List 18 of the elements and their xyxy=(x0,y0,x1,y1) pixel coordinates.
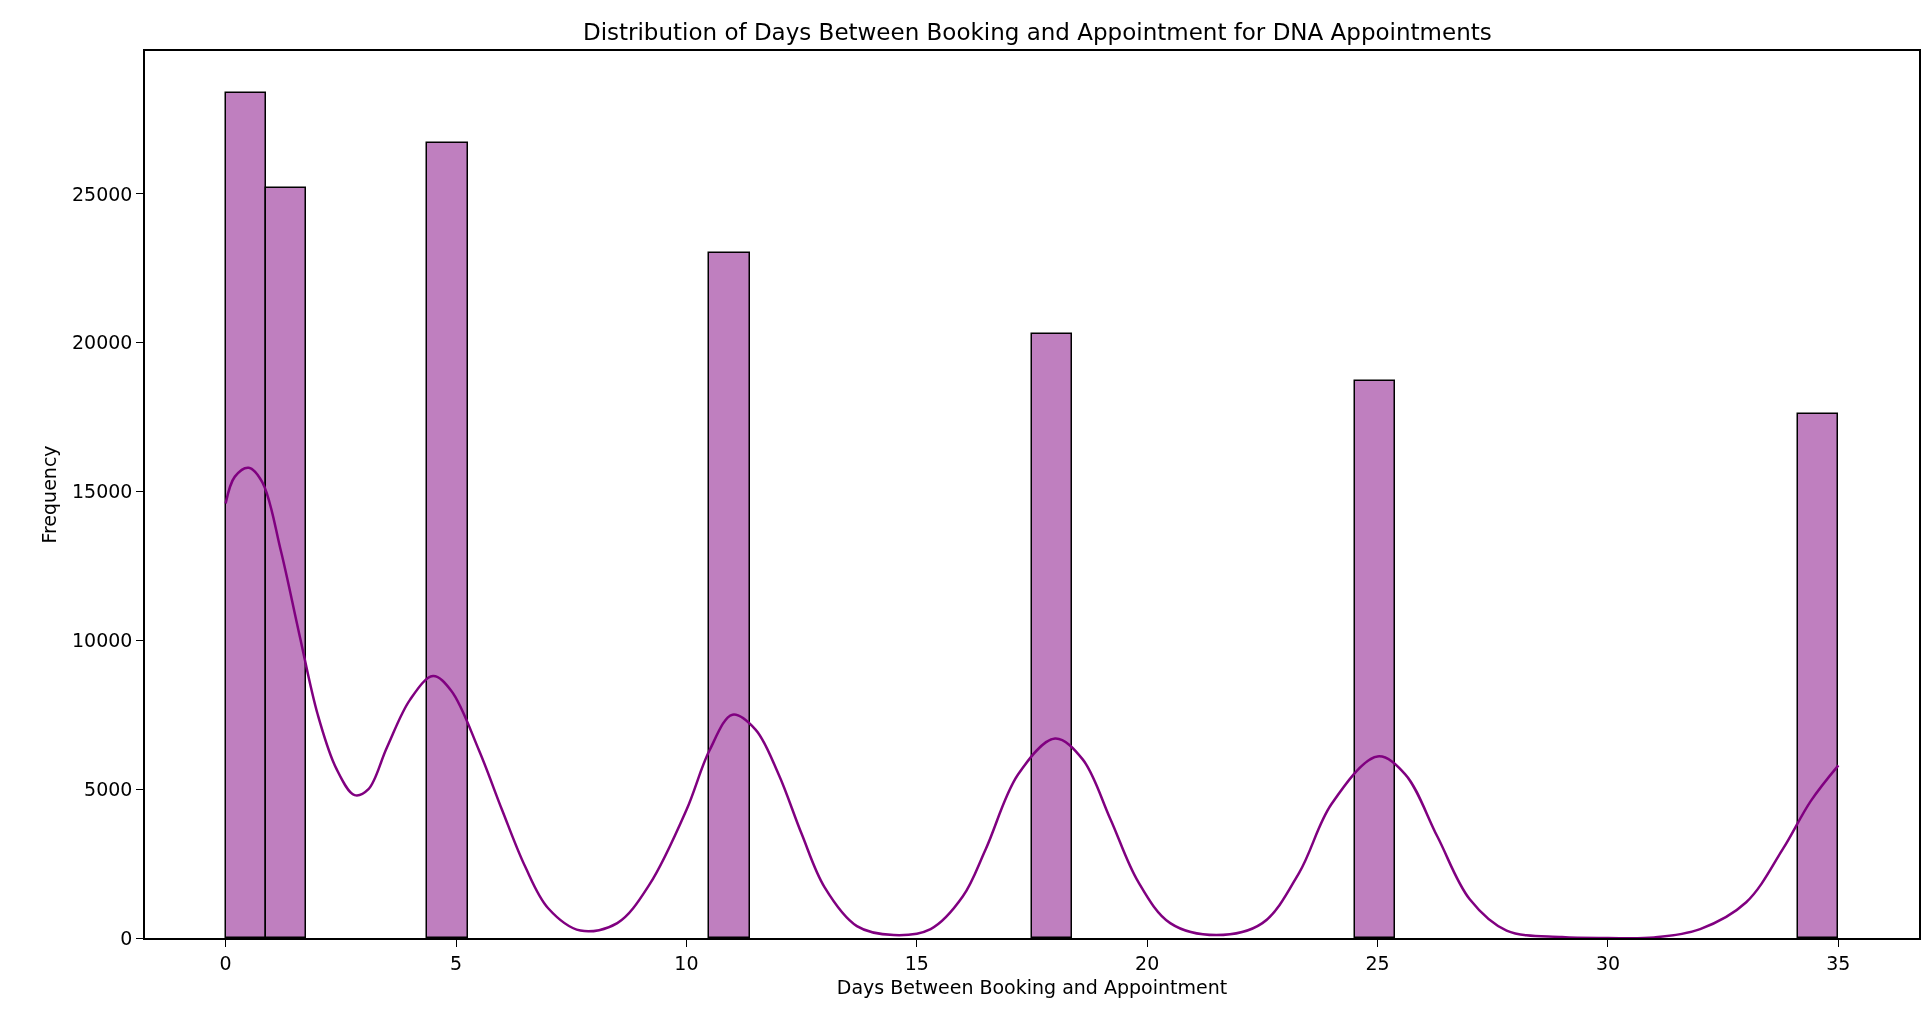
x-tick-label: 25 xyxy=(1365,951,1390,974)
y-tick-label: 25000 xyxy=(72,182,133,205)
x-axis-title: Days Between Booking and Appointment xyxy=(836,975,1228,998)
x-tick-label: 15 xyxy=(904,951,929,974)
y-tick-label: 0 xyxy=(120,926,133,949)
x-tick-label: 10 xyxy=(674,951,699,974)
chart-title: Distribution of Days Between Booking and Appointment for DNA Appointments xyxy=(582,18,1492,45)
x-tick-label: 20 xyxy=(1135,951,1160,974)
x-tick-label: 35 xyxy=(1826,951,1851,974)
line-series xyxy=(224,466,1840,938)
x-tick-label: 30 xyxy=(1595,951,1621,974)
y-tick-label: 5000 xyxy=(84,777,133,800)
x-tick-label: 5 xyxy=(449,951,463,974)
x-tick-label: 0 xyxy=(219,951,232,974)
y-axis-title: Frequency xyxy=(38,445,61,544)
y-tick-label: 15000 xyxy=(72,480,133,503)
y-tick-label: 20000 xyxy=(72,331,133,354)
y-tick-label: 10000 xyxy=(72,629,133,651)
